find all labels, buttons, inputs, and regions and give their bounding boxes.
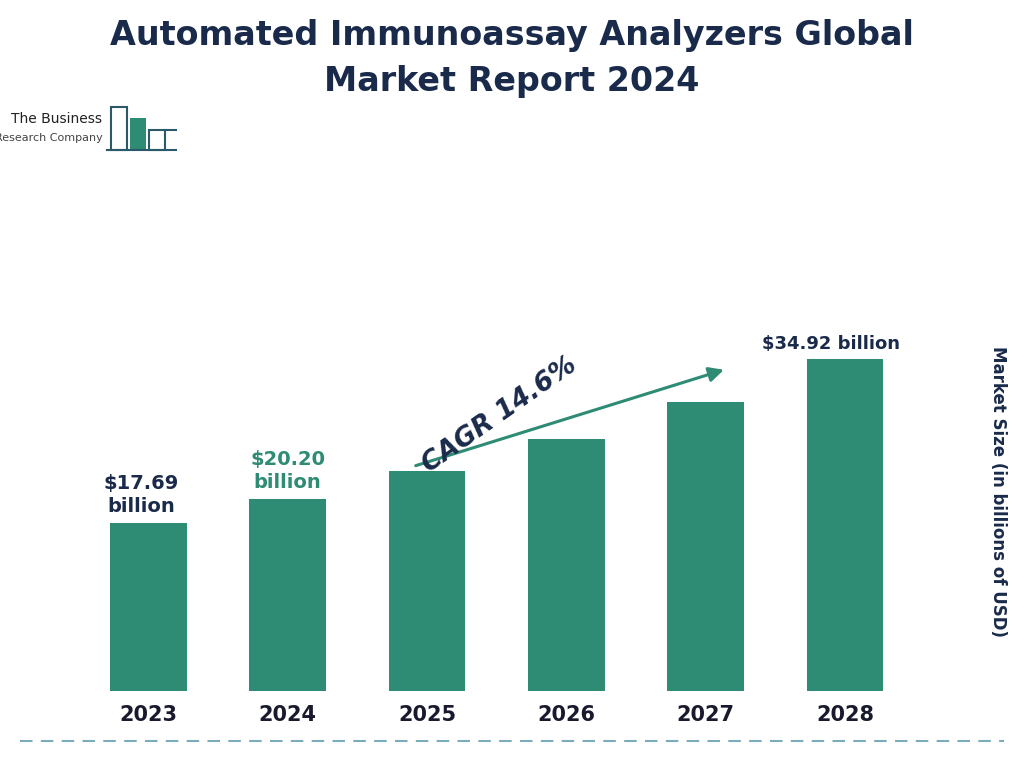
Bar bbox=[249, 499, 326, 691]
Text: Research Company: Research Company bbox=[0, 133, 102, 144]
Bar bbox=[150, 130, 165, 150]
Text: The Business: The Business bbox=[11, 112, 102, 126]
Bar bbox=[111, 107, 127, 150]
Bar bbox=[389, 472, 465, 691]
Bar bbox=[110, 523, 186, 691]
Bar bbox=[528, 439, 604, 691]
Text: $20.20
billion: $20.20 billion bbox=[250, 450, 326, 492]
Text: Market Size (in billions of USD): Market Size (in billions of USD) bbox=[989, 346, 1008, 637]
Text: $17.69
billion: $17.69 billion bbox=[103, 474, 179, 516]
Bar bbox=[668, 402, 744, 691]
Bar bbox=[130, 118, 146, 150]
Text: Market Report 2024: Market Report 2024 bbox=[325, 65, 699, 98]
Text: CAGR 14.6%: CAGR 14.6% bbox=[418, 352, 583, 478]
Text: $34.92 billion: $34.92 billion bbox=[762, 335, 900, 353]
Text: Automated Immunoassay Analyzers Global: Automated Immunoassay Analyzers Global bbox=[110, 19, 914, 52]
Bar bbox=[807, 359, 884, 691]
